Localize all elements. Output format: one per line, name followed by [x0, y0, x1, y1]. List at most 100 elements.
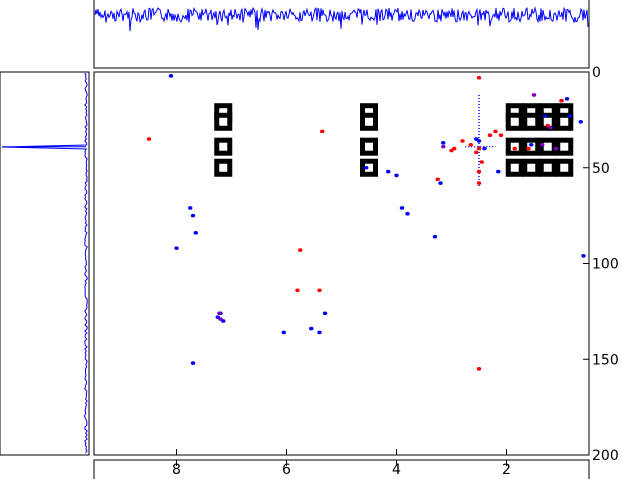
data-point [320, 129, 325, 134]
data-point [564, 97, 570, 101]
main-plot-area [93, 71, 590, 456]
data-point [476, 367, 482, 371]
x-tick-label: 6 [282, 462, 291, 478]
data-point [482, 146, 487, 151]
data-point [548, 125, 553, 130]
data-point [218, 317, 223, 321]
y-tick-label: 0 [592, 65, 601, 81]
marker-square [505, 158, 524, 177]
data-point [295, 288, 300, 293]
marker-inner [365, 163, 373, 172]
marker-square [538, 137, 557, 156]
marker-inner [510, 163, 519, 172]
data-point [364, 165, 369, 170]
x-tick-label: 8 [172, 462, 181, 478]
data-point [449, 148, 454, 153]
data-point [399, 206, 405, 210]
data-point [496, 169, 501, 174]
marker-square [555, 137, 574, 156]
marker-inner [527, 163, 536, 172]
x-tick-label: 2 [502, 462, 511, 478]
marker-inner [510, 108, 519, 117]
data-point [188, 206, 193, 210]
marker-inner [560, 117, 569, 126]
data-point [298, 248, 303, 252]
data-point [567, 114, 572, 118]
data-point [529, 142, 534, 147]
marker-inner [543, 117, 552, 126]
marker-inner [543, 108, 552, 117]
x-tick-label: 4 [392, 462, 401, 478]
data-point [441, 144, 446, 149]
marker-square [538, 158, 557, 177]
marker-inner [365, 117, 373, 126]
data-point [168, 74, 174, 78]
marker-inner [527, 108, 536, 117]
marker-square [538, 112, 557, 131]
marker-square [505, 112, 524, 131]
data-point [438, 181, 443, 185]
data-point [493, 129, 498, 134]
top-projection-trace [94, 6, 589, 32]
y-axis: 0 50 100 150 200 [583, 65, 619, 464]
data-point [217, 311, 222, 316]
marker-inner [219, 108, 228, 117]
data-point [317, 330, 322, 335]
data-point [479, 160, 484, 164]
marker-square [555, 158, 574, 177]
marker-inner [527, 142, 536, 151]
marker-layer [214, 103, 574, 177]
data-point [460, 139, 465, 143]
data-point [476, 146, 482, 151]
data-point [394, 173, 399, 178]
data-point [553, 146, 559, 151]
marker-inner [560, 108, 569, 117]
x-axis: 8 6 4 2 [172, 449, 511, 478]
data-point [193, 231, 198, 235]
marker-square [522, 158, 541, 177]
data-point [317, 288, 322, 293]
marker-square [214, 112, 233, 131]
data-point [476, 181, 482, 185]
marker-square [360, 112, 378, 131]
data-point [435, 177, 440, 182]
data-point [146, 137, 152, 141]
y-tick-label: 100 [592, 257, 619, 273]
data-point [322, 311, 328, 316]
y-tick-label: 50 [592, 161, 610, 177]
data-point [542, 114, 548, 118]
data-point [190, 213, 196, 218]
marker-inner [365, 142, 373, 151]
data-point [476, 139, 482, 143]
left-projection-trace [1, 72, 88, 454]
marker-inner [543, 163, 552, 172]
marker-inner [527, 117, 536, 126]
data-point [441, 141, 446, 145]
data-point [405, 211, 410, 216]
data-point [190, 361, 196, 365]
data-point [531, 93, 537, 97]
data-point [526, 146, 531, 151]
y-tick-label: 150 [592, 352, 619, 368]
data-point [174, 246, 179, 250]
marker-inner [365, 108, 373, 117]
marker-inner [219, 163, 228, 172]
left-projection-panel [0, 71, 90, 456]
data-point [487, 133, 493, 137]
marker-square [360, 158, 378, 177]
data-point [474, 150, 479, 155]
data-point [498, 133, 504, 137]
data-point [386, 169, 391, 174]
marker-square [360, 137, 378, 156]
data-point [540, 142, 545, 147]
data-point [309, 326, 314, 331]
data-point [578, 119, 583, 124]
bottom-strip-panel [93, 459, 590, 479]
data-point [476, 75, 482, 80]
marker-square [505, 137, 524, 156]
marker-square [214, 158, 233, 177]
data-point [281, 330, 286, 335]
data-point [476, 169, 482, 174]
points-layer [146, 74, 586, 371]
